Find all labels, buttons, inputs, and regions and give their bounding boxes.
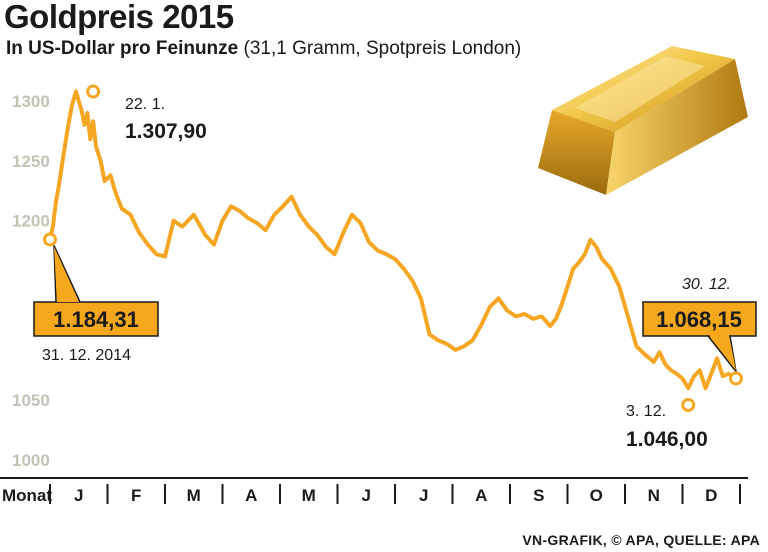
gold-price-line bbox=[48, 89, 738, 391]
max-value-label: 1.307,90 bbox=[125, 120, 207, 143]
start-marker bbox=[43, 232, 57, 247]
subtitle-unit: In US-Dollar pro Feinunze bbox=[6, 38, 239, 59]
month-label: S bbox=[533, 486, 544, 505]
month-label: A bbox=[475, 486, 487, 505]
end-callout-fill bbox=[709, 335, 736, 371]
subtitle-detail: (31,1 Gramm, Spotpreis London) bbox=[243, 38, 522, 59]
month-label: J bbox=[419, 486, 428, 505]
month-label: D bbox=[705, 486, 717, 505]
month-label: N bbox=[648, 486, 660, 505]
source-credit: VN-GRAFIK, © APA, QUELLE: APA bbox=[522, 532, 760, 548]
month-label: J bbox=[74, 486, 83, 505]
start-callout-fill bbox=[54, 246, 79, 302]
y-tick-label: 1050 bbox=[12, 391, 50, 410]
min-date-label: 3. 12. bbox=[626, 403, 666, 420]
end-marker bbox=[728, 371, 743, 386]
month-label: F bbox=[131, 486, 141, 505]
min-value-label: 1.046,00 bbox=[626, 428, 708, 451]
max-marker bbox=[86, 84, 101, 99]
month-label: M bbox=[302, 486, 316, 505]
month-label: M bbox=[187, 486, 201, 505]
y-tick-label: 1300 bbox=[12, 92, 50, 111]
x-axis: Monat J F M A M J J A S O N D bbox=[0, 477, 748, 505]
end-value-box bbox=[642, 301, 757, 337]
y-tick-label: 1200 bbox=[12, 212, 50, 231]
y-tick-label: 1250 bbox=[12, 152, 50, 171]
end-value-label: 1.068,15 bbox=[656, 307, 742, 332]
y-tick-label: 1000 bbox=[12, 451, 50, 470]
month-label: J bbox=[362, 486, 371, 505]
chart-title: Goldpreis 2015 bbox=[4, 0, 234, 35]
end-date-label: 30. 12. bbox=[682, 276, 731, 293]
start-value-box bbox=[33, 301, 159, 337]
chart-subtitle: In US-Dollar pro Feinunze (31,1 Gramm, S… bbox=[6, 38, 521, 60]
x-axis-label: Monat bbox=[2, 486, 52, 505]
start-value-label: 1.184,31 bbox=[53, 307, 139, 332]
chart-annotations: 1.184,31 31. 12. 2014 22. 1. 1.307,90 3. 12.… bbox=[33, 84, 757, 451]
month-label: A bbox=[245, 486, 257, 505]
y-axis: 1000 1050 1200 1250 1300 bbox=[12, 92, 50, 470]
min-marker bbox=[681, 397, 696, 412]
max-date-label: 22. 1. bbox=[125, 96, 165, 113]
start-date-label: 31. 12. 2014 bbox=[42, 347, 131, 364]
gold-bar-illustration bbox=[538, 46, 748, 195]
month-label: O bbox=[590, 486, 603, 505]
